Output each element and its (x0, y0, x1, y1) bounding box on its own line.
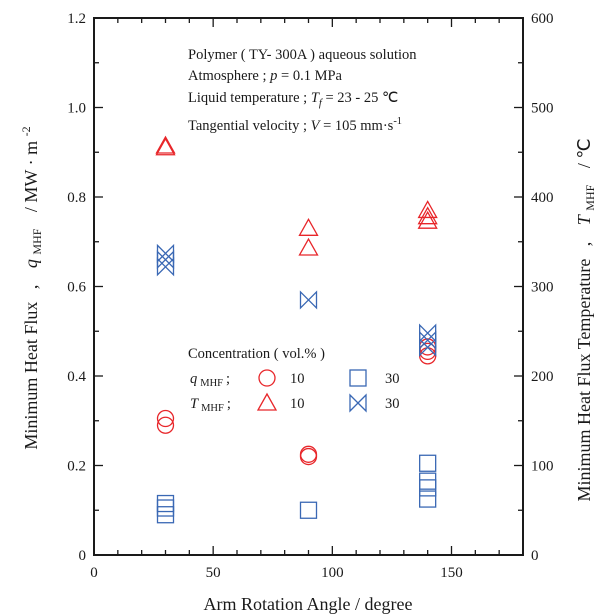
annotation-line-2-prefix: Atmosphere ; (188, 68, 270, 84)
data-point-triangle (417, 210, 438, 229)
y-right-axis-title: Minimum Heat Flux Temperature , T MHF / … (574, 138, 598, 501)
legend-circle-marker (258, 369, 276, 387)
annotation-line-1: Polymer ( TY- 300A ) aqueous solution (188, 47, 417, 63)
axis-ticks (93, 17, 524, 556)
data-point-circle (156, 416, 175, 434)
y-right-tick-label: 400 (531, 190, 554, 206)
data-markers (155, 135, 438, 524)
y-left-tick-label: 0.4 (67, 369, 86, 385)
y-left-title-unit: / MW · m (21, 141, 41, 212)
legend-triangle-marker (256, 392, 278, 411)
y-right-tick-label: 100 (531, 459, 554, 475)
y-right-tick-label: 200 (531, 369, 554, 385)
annotation-line-4-symbol: V (311, 118, 322, 134)
y-right-title-unit: / ℃ (574, 138, 594, 168)
annotation-line-3: Liquid temperature ; Tf = 23 - 25 ℃ (188, 90, 398, 109)
annotation-line-2-symbol: p (269, 68, 277, 84)
legend-q-sep: ; (226, 371, 230, 387)
x-axis-title: Arm Rotation Angle / degree (204, 594, 413, 614)
annotation-block: Polymer ( TY- 300A ) aqueous solution At… (188, 47, 417, 134)
y-left-tick-label: 0.8 (67, 190, 86, 206)
legend-t-sub: MHF (201, 403, 224, 414)
annotation-line-3-value: = 23 - 25 ℃ (322, 90, 398, 106)
data-point-triangle (298, 237, 319, 256)
legend-t-30-label: 30 (385, 396, 400, 412)
y-right-title-sep: , (574, 242, 594, 247)
legend-t-symbol: T (190, 396, 199, 412)
legend-bowtie-marker (349, 393, 367, 413)
data-point-triangle (298, 217, 319, 236)
y-left-axis-title: Minimum Heat Flux , q MHF / MW · m -2 (19, 126, 45, 449)
legend-q-10-label: 10 (290, 371, 305, 387)
data-point-square (419, 479, 437, 497)
y-left-tick-label: 0 (79, 548, 87, 564)
y-right-tick-label: 600 (531, 11, 554, 27)
annotation-line-4-sup: -1 (393, 116, 402, 127)
annotation-line-3-symbol: T (311, 90, 320, 106)
data-point-bowtie (419, 330, 437, 350)
data-point-circle (156, 409, 175, 428)
data-point-bowtie (156, 257, 175, 277)
data-point-square (299, 501, 318, 519)
legend-t-10-label: 10 (290, 396, 305, 412)
data-point-square (419, 454, 437, 472)
data-point-square (156, 499, 175, 517)
y-left-title-symbol: q (21, 259, 41, 268)
data-point-bowtie (299, 290, 318, 310)
y-left-title-sub: MHF (30, 228, 44, 254)
x-tick-label: 0 (90, 565, 98, 581)
y-right-title-symbol: T (574, 213, 594, 225)
legend-q-sub: MHF (200, 378, 223, 389)
y-right-title-sub: MHF (583, 184, 597, 210)
y-left-title-main: Minimum Heat Flux (21, 302, 41, 450)
annotation-line-4-value: = 105 mm·s (319, 118, 393, 134)
data-point-square (156, 506, 175, 524)
y-right-title-main: Minimum Heat Flux Temperature (574, 259, 594, 502)
x-tick-label: 100 (321, 565, 344, 581)
legend-square-marker (349, 369, 367, 387)
y-left-tick-label: 1.0 (67, 101, 86, 117)
annotation-line-3-sub: f (319, 98, 324, 109)
y-left-title-sep: , (21, 285, 41, 290)
axis-tick-labels: 0 50 100 150 0 0.2 0.4 0.6 0.8 1.0 1.2 0 100 200 300 40… (67, 11, 553, 581)
data-point-circle (299, 447, 318, 466)
data-point-triangle (155, 137, 176, 156)
data-point-triangle (155, 135, 176, 154)
data-point-bowtie (419, 337, 437, 357)
data-point-circle (419, 347, 437, 365)
x-tick-label: 50 (206, 565, 221, 581)
legend-q-30-label: 30 (385, 371, 400, 387)
legend-t-label: T MHF; (190, 396, 231, 414)
annotation-line-4-prefix: Tangential velocity ; (188, 118, 311, 134)
legend-t-sep: ; (227, 396, 231, 412)
y-left-tick-label: 1.2 (67, 11, 86, 27)
data-point-triangle (417, 200, 438, 219)
annotation-line-2-value: = 0.1 MPa (277, 68, 342, 84)
y-left-tick-label: 0.2 (67, 459, 86, 475)
legend-q-label: q MHF; (190, 371, 230, 389)
annotation-line-4: Tangential velocity ; V = 105 mm·s-1 (188, 116, 402, 134)
legend-q-symbol: q (190, 371, 197, 387)
annotation-line-3-prefix: Liquid temperature ; (188, 90, 311, 106)
y-right-tick-label: 300 (531, 280, 554, 296)
data-point-square (419, 472, 437, 490)
x-tick-label: 150 (440, 565, 463, 581)
y-left-tick-label: 0.6 (67, 280, 86, 296)
legend-title: Concentration ( vol.% ) (188, 346, 325, 362)
annotation-line-2: Atmosphere ; p = 0.1 MPa (188, 68, 343, 84)
data-point-square (419, 490, 437, 508)
y-right-tick-label: 0 (531, 548, 539, 564)
data-point-triangle (417, 206, 438, 225)
y-left-title-unit-sup: -2 (19, 126, 33, 136)
data-point-square (156, 494, 175, 513)
legend: Concentration ( vol.% ) q MHF; 10 30 T MHF… (188, 346, 400, 414)
y-right-tick-label: 500 (531, 101, 554, 117)
